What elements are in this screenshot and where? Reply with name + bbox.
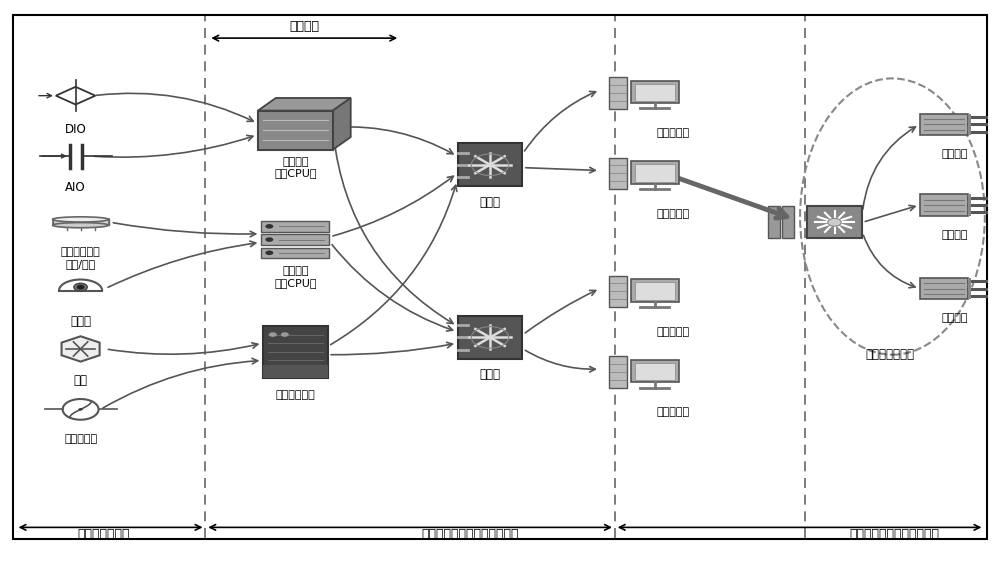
FancyBboxPatch shape	[631, 162, 679, 184]
Text: 流数据处理机: 流数据处理机	[275, 390, 315, 400]
Circle shape	[281, 332, 289, 337]
Ellipse shape	[53, 223, 109, 228]
FancyBboxPatch shape	[635, 282, 675, 300]
Circle shape	[265, 250, 273, 255]
Polygon shape	[258, 98, 351, 111]
Text: 其它流数据: 其它流数据	[64, 434, 97, 444]
Text: 信息处理机: 信息处理机	[656, 128, 689, 138]
Text: 其它设备接口
总线/网络: 其它设备接口 总线/网络	[61, 247, 100, 269]
FancyBboxPatch shape	[782, 207, 794, 238]
FancyBboxPatch shape	[968, 114, 971, 136]
Text: 接口设备
（含CPU）: 接口设备 （含CPU）	[274, 157, 317, 178]
FancyBboxPatch shape	[261, 221, 329, 231]
Text: DIO: DIO	[65, 122, 86, 136]
Text: 计算机内部并发分布式网络: 计算机内部并发分布式网络	[849, 528, 939, 541]
FancyBboxPatch shape	[920, 194, 968, 216]
FancyBboxPatch shape	[258, 111, 333, 150]
Text: 交换机: 交换机	[480, 368, 501, 381]
Text: 功能模块: 功能模块	[941, 313, 968, 324]
Text: 信息处理机: 信息处理机	[656, 209, 689, 219]
FancyBboxPatch shape	[609, 276, 627, 307]
Text: 交换机: 交换机	[480, 196, 501, 209]
FancyBboxPatch shape	[458, 316, 522, 359]
FancyBboxPatch shape	[920, 278, 968, 299]
FancyBboxPatch shape	[13, 15, 987, 539]
FancyBboxPatch shape	[609, 77, 627, 108]
FancyBboxPatch shape	[458, 143, 522, 186]
FancyBboxPatch shape	[53, 219, 109, 225]
Text: 功能模块: 功能模块	[941, 149, 968, 159]
Ellipse shape	[53, 217, 109, 222]
FancyBboxPatch shape	[263, 326, 328, 378]
FancyBboxPatch shape	[635, 164, 675, 182]
FancyBboxPatch shape	[968, 278, 971, 299]
Circle shape	[77, 285, 84, 289]
Text: 音视频: 音视频	[70, 316, 91, 328]
Text: AIO: AIO	[65, 181, 86, 194]
Circle shape	[78, 408, 83, 411]
Text: 执行层设备设施: 执行层设备设施	[77, 528, 130, 541]
FancyBboxPatch shape	[635, 84, 675, 101]
Text: 信息处理机: 信息处理机	[656, 407, 689, 417]
Circle shape	[265, 224, 273, 228]
Text: 单一时钟同步并发分布式网络: 单一时钟同步并发分布式网络	[421, 528, 519, 541]
Text: 信息处理机: 信息处理机	[656, 327, 689, 336]
Text: 边缘计算: 边缘计算	[289, 20, 319, 33]
FancyBboxPatch shape	[920, 114, 968, 136]
FancyBboxPatch shape	[261, 234, 329, 245]
FancyBboxPatch shape	[263, 365, 328, 378]
FancyBboxPatch shape	[609, 158, 627, 189]
FancyBboxPatch shape	[768, 207, 780, 238]
Text: 功能模块: 功能模块	[941, 230, 968, 240]
FancyBboxPatch shape	[631, 360, 679, 383]
Text: 适配设备
（含CPU）: 适配设备 （含CPU）	[274, 266, 317, 288]
Circle shape	[265, 237, 273, 242]
Text: 雷达: 雷达	[74, 374, 88, 387]
FancyBboxPatch shape	[631, 81, 679, 103]
FancyBboxPatch shape	[631, 279, 679, 302]
Polygon shape	[333, 98, 351, 150]
FancyBboxPatch shape	[635, 363, 675, 380]
Circle shape	[828, 219, 841, 226]
Circle shape	[74, 283, 87, 291]
FancyBboxPatch shape	[261, 248, 329, 258]
FancyBboxPatch shape	[807, 207, 862, 238]
Circle shape	[269, 332, 277, 337]
FancyBboxPatch shape	[609, 356, 627, 388]
Text: 计算机内部通信: 计算机内部通信	[865, 348, 914, 361]
Polygon shape	[62, 336, 100, 362]
FancyBboxPatch shape	[968, 194, 971, 216]
